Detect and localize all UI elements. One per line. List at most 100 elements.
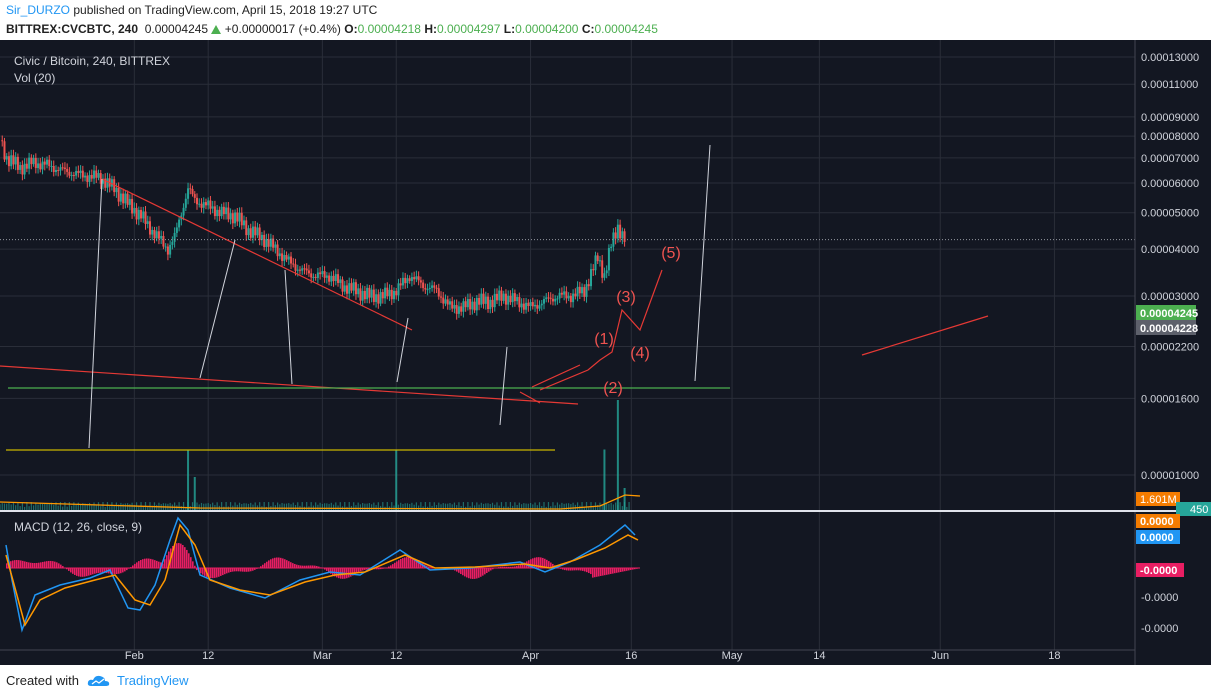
macd-histogram-bar <box>14 560 16 568</box>
candle-body <box>520 303 523 308</box>
macd-histogram-bar <box>76 568 78 576</box>
macd-badge <box>1136 514 1180 528</box>
candle-body <box>395 290 398 296</box>
candle-body <box>556 298 559 300</box>
candle-body <box>504 293 507 305</box>
candle-body <box>616 224 619 239</box>
volume-bar <box>272 502 274 510</box>
candle-body <box>480 293 483 305</box>
candle-body <box>84 175 87 178</box>
macd-histogram-bar <box>12 560 14 568</box>
volume-bar <box>3 503 6 510</box>
candle-body <box>133 207 136 214</box>
candle-body <box>522 303 525 310</box>
candle-body <box>187 188 190 199</box>
macd-tick-label: -0.0000 <box>1141 592 1178 604</box>
macd-histogram-bar <box>416 559 418 568</box>
price-chart[interactable]: (1)(2)(3)(4)(5) 0.000130000.000110000.00… <box>0 40 1211 665</box>
volume-bar <box>500 502 503 510</box>
volume-bar <box>456 505 458 510</box>
candle-body <box>117 187 120 202</box>
macd-histogram-bar <box>602 568 604 576</box>
wave-label: (5) <box>661 245 681 262</box>
volume-bar <box>431 505 433 510</box>
candle-body <box>607 248 610 271</box>
macd-histogram-bar <box>242 568 244 572</box>
volume-bar <box>462 502 465 510</box>
volume-bar <box>62 506 64 510</box>
macd-histogram-bar <box>140 560 142 568</box>
author-link[interactable]: Sir_DURZO <box>6 3 71 17</box>
candle-body <box>276 244 279 257</box>
macd-histogram-bar <box>38 562 40 568</box>
macd-histogram-bar <box>266 561 268 568</box>
volume-bar <box>541 506 543 510</box>
macd-histogram-bar <box>534 557 536 568</box>
volume-bar <box>196 502 198 510</box>
macd-histogram-bar <box>406 557 408 568</box>
candle-body <box>148 221 151 235</box>
candle-body <box>525 302 528 310</box>
macd-histogram-bar <box>542 557 544 568</box>
macd-histogram-bar <box>174 544 176 568</box>
volume-bar <box>377 502 379 510</box>
macd-histogram-bar <box>208 568 210 578</box>
x-tick-label: May <box>722 650 743 662</box>
macd-histogram-bar <box>50 560 52 568</box>
volume-bar <box>368 503 370 510</box>
macd-histogram-bar <box>520 564 522 568</box>
macd-histogram-bar <box>34 563 36 568</box>
volume-bar <box>294 505 297 510</box>
candle-body <box>410 277 413 281</box>
candle-body <box>225 207 228 215</box>
x-tick-label: Feb <box>125 650 144 662</box>
volume-bar <box>563 503 565 510</box>
macd-histogram-bar <box>134 563 136 568</box>
macd-histogram-bar <box>504 566 506 568</box>
macd-histogram-bar <box>70 568 72 573</box>
macd-histogram-bar <box>138 561 140 568</box>
volume-bar <box>415 502 417 510</box>
price-badge <box>1136 320 1196 335</box>
macd-histogram-bar <box>620 568 622 572</box>
macd-histogram-bar <box>146 558 148 568</box>
volume-bar <box>35 502 37 510</box>
macd-histogram-bar <box>314 565 316 568</box>
candle-body <box>7 156 10 167</box>
volume-bar <box>534 502 536 510</box>
candle-body <box>451 301 454 309</box>
volume-bar <box>111 502 113 510</box>
candle-body <box>594 255 597 271</box>
macd-histogram-bar <box>634 568 636 570</box>
macd-histogram-bar <box>456 568 458 572</box>
volume-bar <box>335 502 337 510</box>
y-tick-label: 0.00001600 <box>1141 393 1199 405</box>
candle-body <box>581 287 584 294</box>
macd-histogram-bar <box>246 568 248 572</box>
candle-body <box>146 221 149 224</box>
volume-bar <box>290 504 292 510</box>
macd-histogram-bar <box>604 568 606 576</box>
candle-body <box>113 179 116 193</box>
candle-body <box>583 287 586 297</box>
macd-histogram-bar <box>316 565 318 568</box>
macd-histogram-bar <box>510 566 512 568</box>
macd-histogram-bar <box>92 568 94 575</box>
macd-histogram-bar <box>234 568 236 572</box>
volume-bar <box>209 504 212 510</box>
volume-bar <box>182 502 185 510</box>
candle-body <box>166 246 169 255</box>
volume-bar <box>68 502 70 510</box>
candle-body <box>572 293 575 303</box>
volume-bar <box>263 502 265 510</box>
volume-bar <box>444 503 447 510</box>
macd-histogram-bar <box>90 568 92 575</box>
candle-body <box>307 270 310 274</box>
volume-bar <box>559 504 561 510</box>
tradingview-link[interactable]: TradingView <box>116 673 189 688</box>
candle-body <box>285 254 288 260</box>
x-tick-label: 12 <box>390 650 402 662</box>
candle-body <box>419 280 422 283</box>
macd-histogram-bar <box>196 568 198 571</box>
macd-histogram-bar <box>312 565 314 568</box>
